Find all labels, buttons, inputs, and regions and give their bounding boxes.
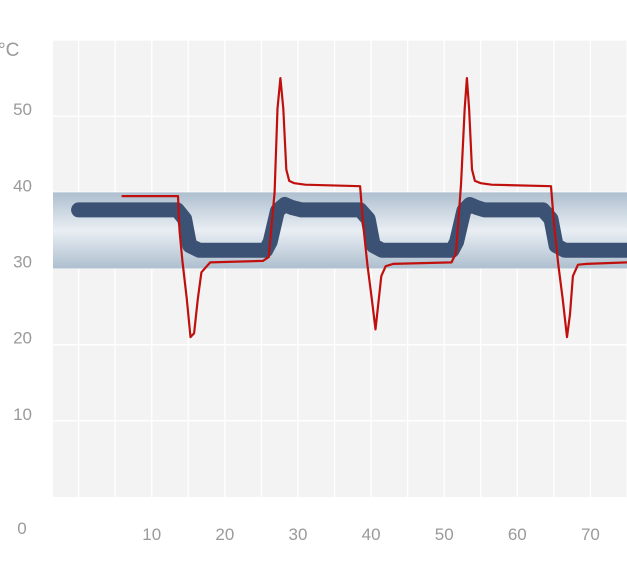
series-layer [71,76,627,339]
x-tick-label: 60 [508,525,527,544]
x-tick-label: 70 [581,525,600,544]
x-tick-label: 30 [288,525,307,544]
y-tick-label: 10 [13,405,32,424]
y-axis-unit-label: °C [0,40,19,61]
x-tick-label: 50 [435,525,454,544]
y-tick-label: 20 [13,329,32,348]
y-tick-label: 40 [13,176,32,195]
x-tick-label: 40 [362,525,381,544]
y-tick-label: 30 [13,253,32,272]
origin-label: 0 [17,519,26,538]
x-axis-ticks: 10 20 30 40 50 60 70 [142,525,600,544]
x-tick-label: 20 [215,525,234,544]
x-tick-label: 10 [142,525,161,544]
series-line-thick [71,197,627,258]
y-axis-ticks: 10 20 30 40 50 [13,100,32,424]
series-line-thin [121,76,627,339]
y-tick-label: 50 [13,100,32,119]
